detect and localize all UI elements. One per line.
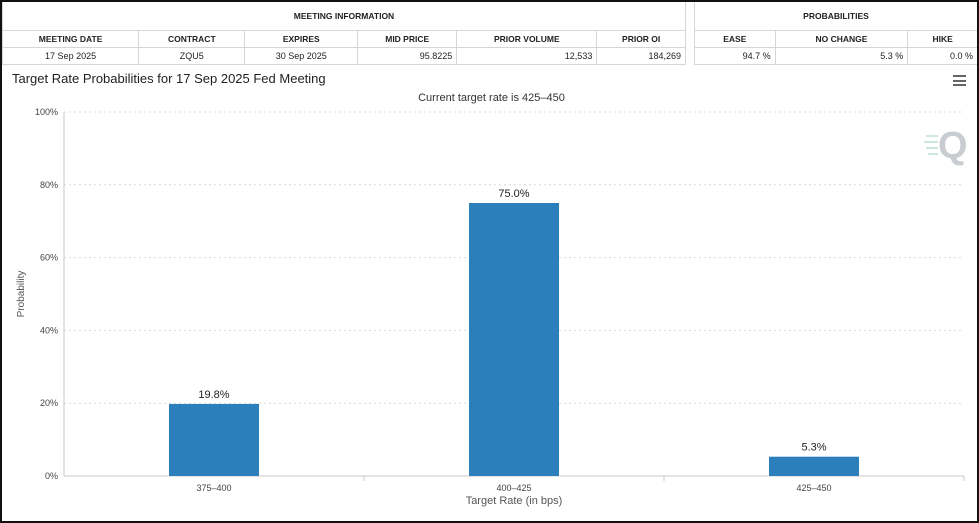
- hamburger-menu-icon[interactable]: [953, 75, 966, 86]
- data-label: 19.8%: [198, 389, 229, 401]
- watermark-logo-icon: Q: [924, 125, 966, 167]
- y-tick-label: 0%: [45, 471, 58, 481]
- data-label: 5.3%: [801, 442, 826, 454]
- y-tick-label: 60%: [40, 253, 58, 263]
- cell-prior-oi: 184,269: [596, 47, 686, 65]
- bar: [769, 456, 859, 476]
- bar: [469, 203, 559, 476]
- y-tick-label: 20%: [40, 398, 58, 408]
- probabilities-table: PROBABILITIES EASE NO CHANGE HIKE 94.7 %…: [694, 2, 977, 65]
- cell-prior-volume: 12,533: [456, 47, 598, 65]
- bar: [169, 403, 259, 476]
- chart-title: Target Rate Probabilities for 17 Sep 202…: [12, 71, 326, 86]
- y-tick-label: 40%: [40, 325, 58, 335]
- cell-no-change: 5.3 %: [774, 47, 909, 65]
- meeting-info-table: MEETING INFORMATION MEETING DATE CONTRAC…: [2, 2, 686, 65]
- x-tick-label: 425–450: [796, 483, 831, 493]
- svg-text:Q: Q: [938, 125, 966, 167]
- y-tick-label: 80%: [40, 180, 58, 190]
- y-tick-label: 100%: [35, 107, 58, 117]
- data-label: 75.0%: [498, 188, 529, 200]
- x-tick-label: 375–400: [196, 483, 231, 493]
- meeting-info-group-header: MEETING INFORMATION: [2, 2, 686, 31]
- cell-contract: ZQU5: [138, 47, 246, 65]
- y-axis-title: Probability: [16, 271, 27, 318]
- table-row: 17 Sep 2025 ZQU5 30 Sep 2025 95.8225 12,…: [2, 47, 686, 65]
- cell-mid-price: 95.8225: [357, 47, 458, 65]
- probabilities-header-row: EASE NO CHANGE HIKE: [694, 30, 977, 48]
- cell-hike: 0.0 %: [907, 47, 977, 65]
- cell-expires: 30 Sep 2025: [244, 47, 359, 65]
- chart-subtitle: Current target rate is 425–450: [418, 92, 565, 104]
- cell-ease: 94.7 %: [694, 47, 776, 65]
- x-axis-title: Target Rate (in bps): [466, 495, 563, 507]
- x-tick-label: 400–425: [496, 483, 531, 493]
- table-row: 94.7 % 5.3 % 0.0 %: [694, 47, 977, 65]
